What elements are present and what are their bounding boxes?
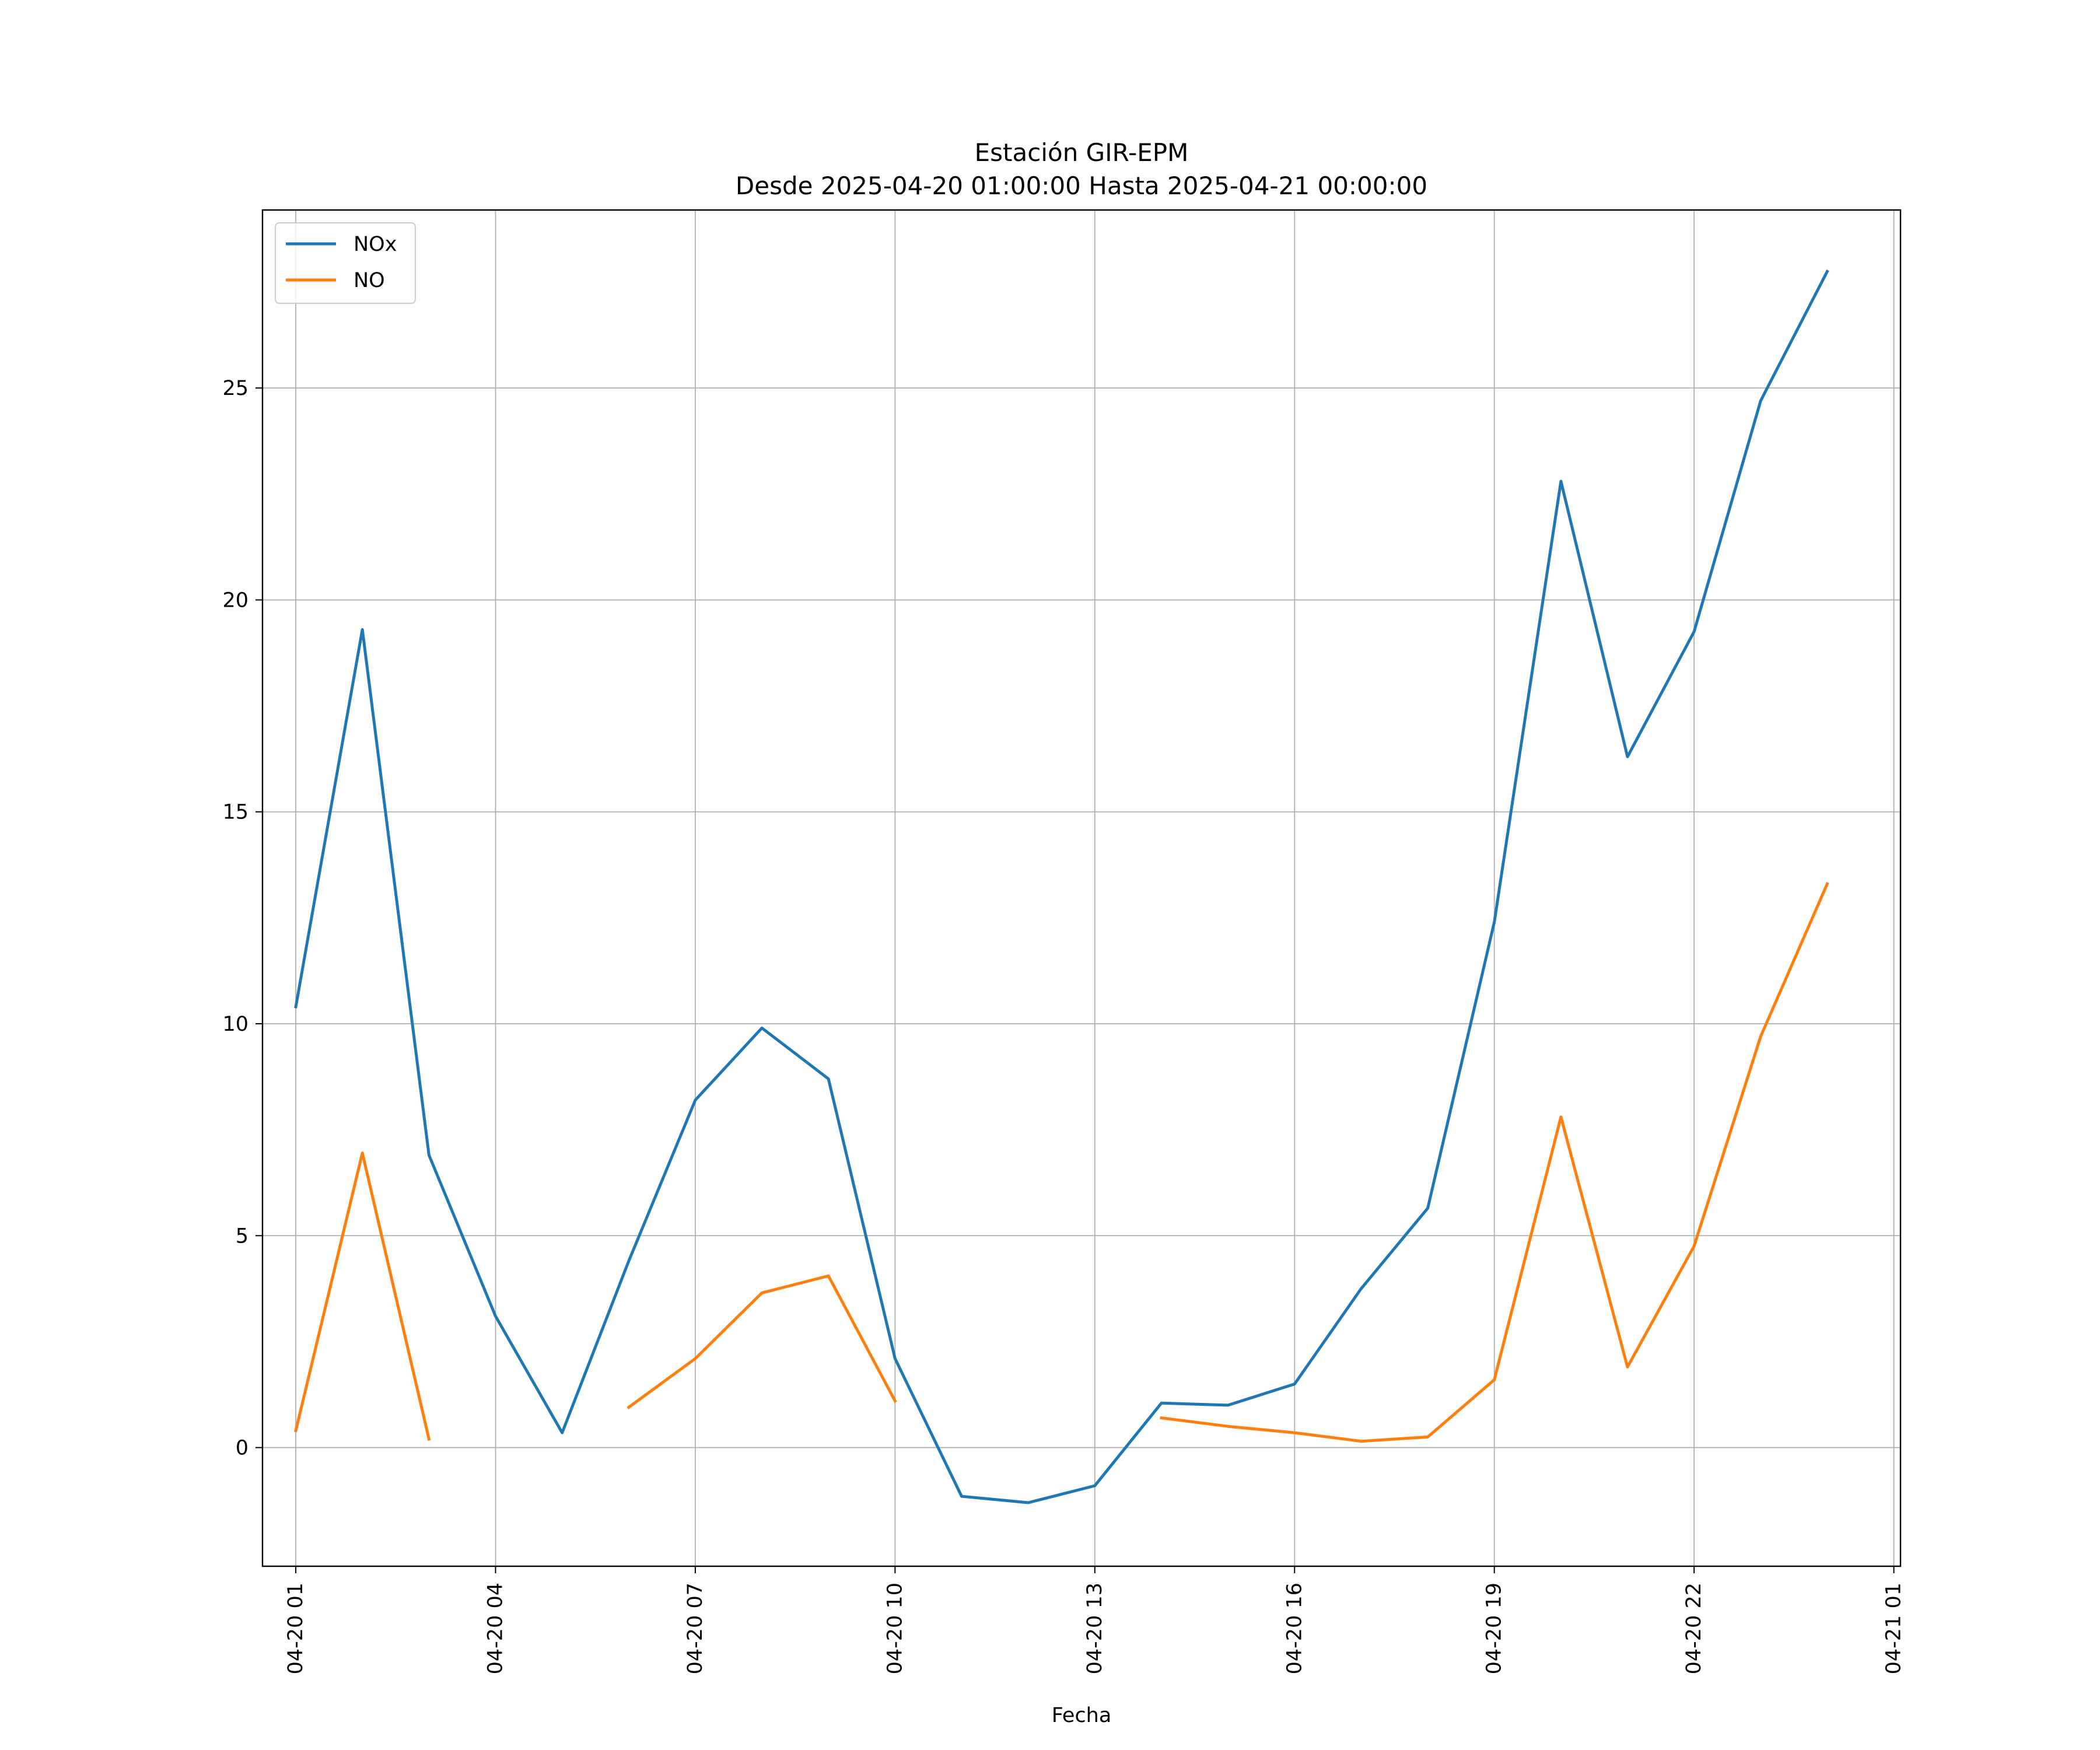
x-tick-label: 04-20 16 bbox=[1283, 1583, 1306, 1674]
y-tick-label: 20 bbox=[222, 589, 249, 612]
series-line-no bbox=[294, 1152, 431, 1441]
y-tick-label: 5 bbox=[236, 1224, 249, 1248]
x-tick-label: 04-20 13 bbox=[1083, 1583, 1107, 1674]
x-tick-label: 04-20 10 bbox=[883, 1583, 907, 1674]
legend: NOx NO bbox=[275, 222, 416, 304]
plot-frame bbox=[261, 209, 1902, 1567]
y-tick-label: 25 bbox=[222, 377, 249, 400]
y-tick-label: 0 bbox=[236, 1437, 249, 1460]
x-tick-label: 04-20 07 bbox=[684, 1583, 707, 1674]
x-tick-label: 04-20 19 bbox=[1483, 1583, 1506, 1674]
x-axis: 04-20 01 04-20 04 04-20 07 04-20 10 04-20 13… bbox=[284, 1566, 1906, 1674]
series-line-no bbox=[626, 1274, 897, 1409]
legend-label-no: NO bbox=[354, 269, 385, 292]
x-tick-label: 04-20 01 bbox=[284, 1583, 307, 1674]
series-line-no bbox=[1160, 881, 1829, 1443]
chart-subtitle: Desde 2025-04-20 01:00:00 Hasta 2025-04-… bbox=[736, 172, 1427, 200]
y-axis: 0 5 10 15 20 25 bbox=[222, 377, 262, 1460]
series-line-nox bbox=[294, 270, 1829, 1504]
chart-title: Estación GIR-EPM bbox=[975, 138, 1189, 167]
plot-series bbox=[294, 270, 1829, 1504]
x-tick-label: 04-21 01 bbox=[1882, 1583, 1906, 1674]
x-tick-label: 04-20 04 bbox=[484, 1583, 508, 1674]
legend-label-nox: NOx bbox=[354, 233, 397, 256]
x-tick-label: 04-20 22 bbox=[1682, 1583, 1706, 1674]
x-axis-label: Fecha bbox=[1052, 1704, 1112, 1727]
grid bbox=[262, 210, 1901, 1566]
y-tick-label: 10 bbox=[222, 1013, 249, 1036]
y-tick-label: 15 bbox=[222, 801, 249, 824]
